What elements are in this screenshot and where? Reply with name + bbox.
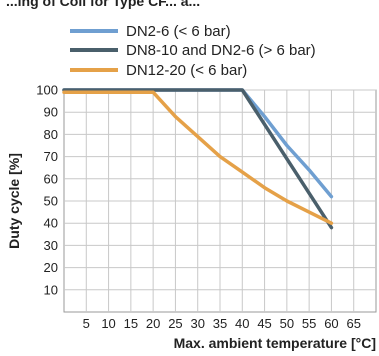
x-tick-label: 20 xyxy=(146,316,160,331)
y-tick-label: 50 xyxy=(44,194,58,209)
y-tick-label: 70 xyxy=(44,149,58,164)
y-tick-label: 90 xyxy=(44,105,58,120)
x-tick-label: 15 xyxy=(124,316,138,331)
x-tick-label: 65 xyxy=(346,316,360,331)
series-line-2 xyxy=(62,90,334,225)
y-tick-label: 20 xyxy=(44,260,58,275)
y-tick-label: 80 xyxy=(44,127,58,142)
x-tick-label: 5 xyxy=(83,316,90,331)
y-tick-label: 40 xyxy=(44,216,58,231)
x-tick-label: 45 xyxy=(257,316,271,331)
y-tick-labels: 10 20 30 40 50 60 70 80 90 100 xyxy=(36,83,58,298)
x-axis-label: Max. ambient temperature [°C] xyxy=(174,335,376,351)
y-tick-label: 60 xyxy=(44,171,58,186)
series-group xyxy=(62,88,334,230)
y-tick-label: 100 xyxy=(36,83,58,98)
x-tick-label: 40 xyxy=(235,316,249,331)
legend-label-2: DN12-20 (< 6 bar) xyxy=(126,62,247,79)
legend-label-0: DN2-6 (< 6 bar) xyxy=(126,23,231,40)
x-tick-label: 50 xyxy=(280,316,294,331)
y-tick-label: 30 xyxy=(44,238,58,253)
series-line-1 xyxy=(62,88,334,230)
x-tick-labels: 5 10 15 20 25 30 35 40 45 50 55 60 65 xyxy=(83,316,361,331)
x-tick-label: 30 xyxy=(190,316,204,331)
x-tick-label: 35 xyxy=(213,316,227,331)
grid xyxy=(63,89,377,313)
x-tick-label: 10 xyxy=(101,316,115,331)
y-axis-label: Duty cycle [%] xyxy=(6,153,22,249)
x-tick-label: 25 xyxy=(168,316,182,331)
legend: DN2-6 (< 6 bar) DN8-10 and DN2-6 (> 6 bar… xyxy=(70,23,316,79)
x-tick-label: 55 xyxy=(302,316,316,331)
y-tick-label: 10 xyxy=(44,282,58,297)
chart-title-partial: ...ing of Coil for Type CF... a... xyxy=(6,0,200,9)
legend-label-1: DN8-10 and DN2-6 (> 6 bar) xyxy=(126,42,316,59)
x-tick-label: 60 xyxy=(324,316,338,331)
